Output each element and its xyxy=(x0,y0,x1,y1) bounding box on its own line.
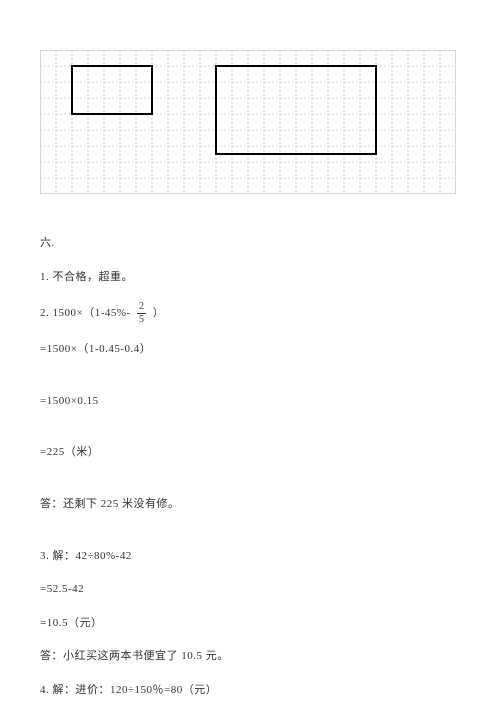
q1-line: 1. 不合格，超重。 xyxy=(40,269,460,287)
q2-text-a: 2. 1500×（1-45%- xyxy=(40,307,131,319)
q2-line1: 2. 1500×（1-45%- 2 5 ） xyxy=(40,302,460,325)
q2-line2: =1500×（1-0.45-0.4） xyxy=(40,341,460,359)
q3-line2: =52.5-42 xyxy=(40,581,460,599)
grid-figure xyxy=(40,50,460,200)
q2-line3: =1500×0.15 xyxy=(40,393,460,411)
q3-line1: 3. 解：42÷80%-42 xyxy=(40,548,460,566)
q3-line3: =10.5（元） xyxy=(40,615,460,633)
section-title: 六. xyxy=(40,235,460,253)
fraction-2-5: 2 5 xyxy=(137,302,147,325)
q2-text-b: ） xyxy=(153,307,165,319)
q4-line1: 4. 解：进价：120÷150％=80（元） xyxy=(40,682,460,700)
fraction-numerator: 2 xyxy=(137,302,147,314)
fraction-denominator: 5 xyxy=(137,314,147,325)
grid-svg xyxy=(40,50,456,194)
q2-answer: 答：还剩下 225 米没有修。 xyxy=(40,496,460,514)
q2-line4: =225（米） xyxy=(40,444,460,462)
text-content: 六. 1. 不合格，超重。 2. 1500×（1-45%- 2 5 ） =150… xyxy=(40,235,460,700)
q3-answer: 答：小红买这两本书便宜了 10.5 元。 xyxy=(40,648,460,666)
